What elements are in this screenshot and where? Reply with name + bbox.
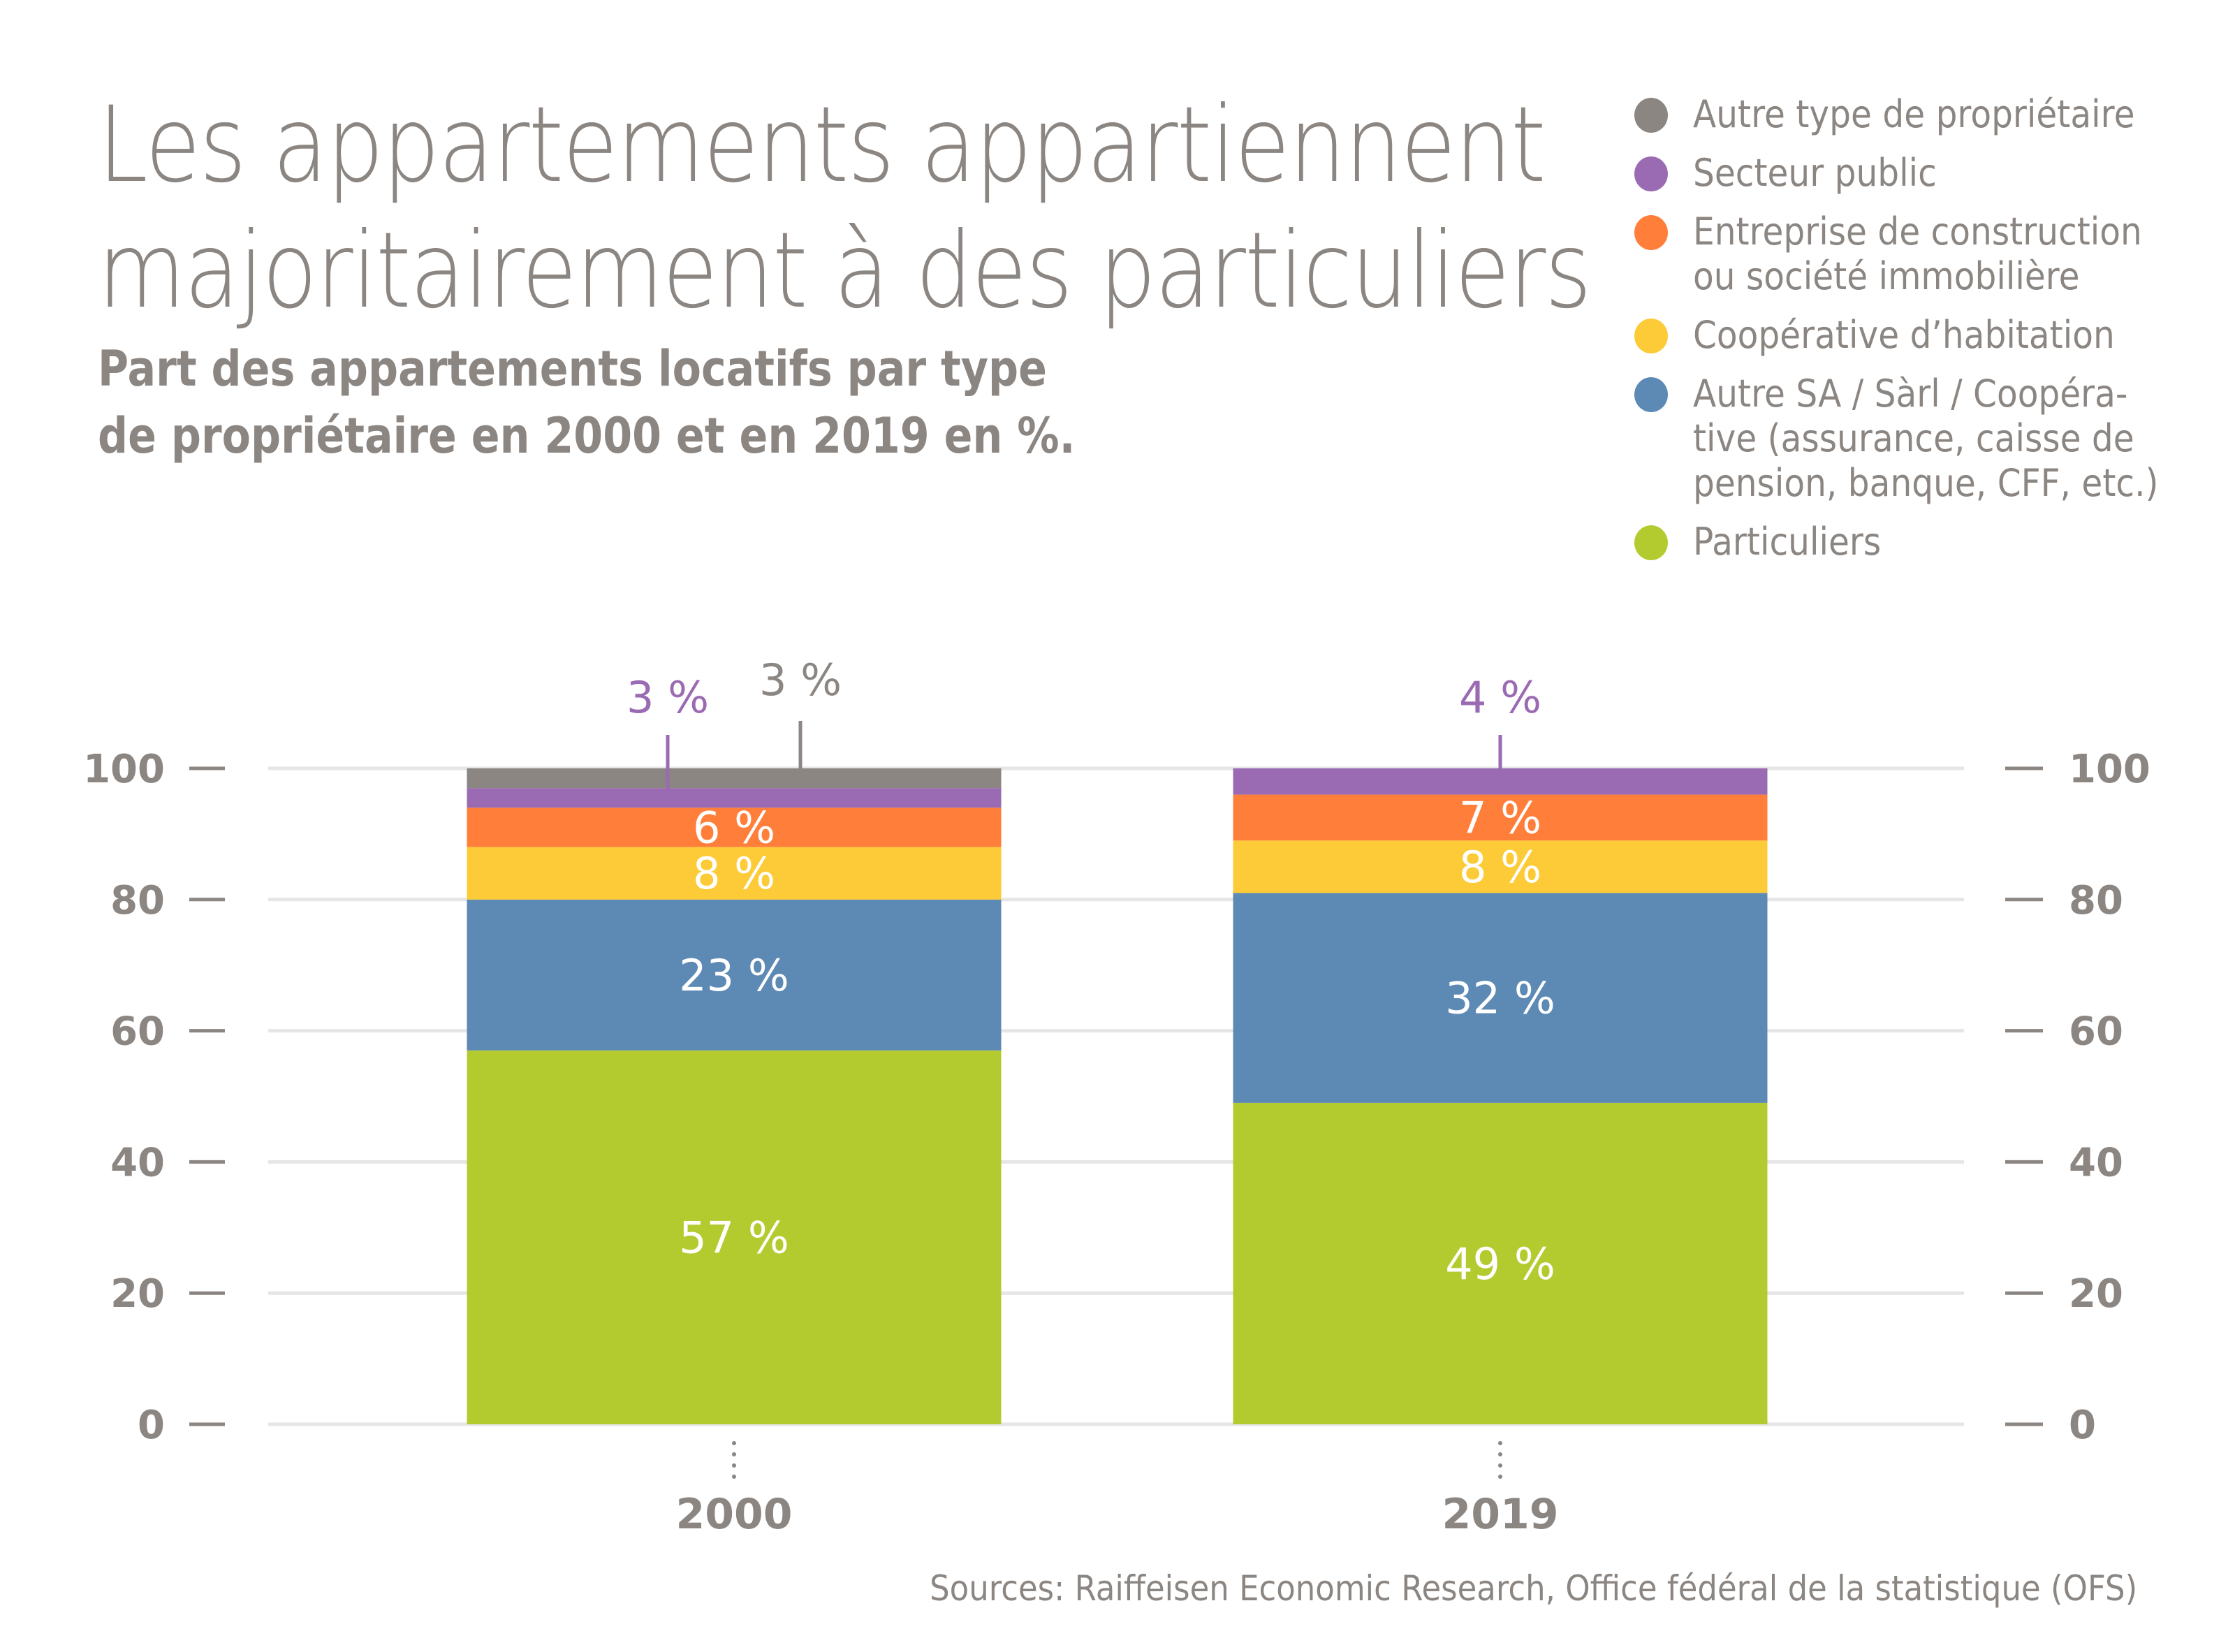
legend-item-secteur-public: Secteur public — [1634, 151, 2235, 196]
y-tick-label: 60 — [110, 1009, 165, 1055]
x-tick-dot — [732, 1452, 736, 1456]
data-label: 49 % — [1445, 1238, 1555, 1289]
data-labels: 57 %23 %8 %6 %3 % 3 %49 %32 %8 %7 %4 % — [626, 655, 1555, 1289]
y-tick-label: 80 — [110, 878, 165, 923]
legend-item-entreprise-construction: Entreprise de construction ou société im… — [1634, 210, 2235, 299]
data-label: 8 % — [1459, 842, 1541, 893]
data-label: 8 % — [693, 848, 775, 899]
callout-label: 3 % — [626, 672, 709, 723]
legend-dot-icon — [1634, 98, 1668, 133]
y-tick-label: 80 — [2069, 878, 2123, 923]
legend-dot-icon — [1634, 377, 1668, 412]
x-tick-dot — [732, 1475, 736, 1479]
bar-segment — [467, 768, 1002, 789]
y-axis-left: 0 20 40 60 80 100 — [83, 747, 225, 1448]
legend-label: Autre type de propriétaire — [1693, 92, 2135, 136]
bar-segment — [467, 1050, 1002, 1424]
y-axis-right: 0 20 40 60 80 100 — [2005, 747, 2150, 1448]
x-tick-dot — [732, 1441, 736, 1445]
legend-item-cooperative-habitation: Coopérative d’habitation — [1634, 313, 2235, 358]
source-note: Sources: Raiffeisen Economic Research, O… — [929, 1568, 2137, 1609]
x-tick-dot — [1498, 1441, 1502, 1445]
chart-title-line-2: majoritairement à des particuliers — [98, 210, 1592, 332]
callout-label: 3 % — [759, 655, 842, 706]
bar-segment — [1233, 893, 1768, 1103]
legend-item-particuliers: Particuliers — [1634, 520, 2235, 564]
data-label: 23 % — [679, 950, 789, 1001]
legend-dot-icon — [1634, 215, 1668, 250]
legend-item-autre-sa: Autre SA / Sàrl / Coopéra- tive (assuran… — [1634, 372, 2235, 506]
chart-subtitle-line-2: de propriétaire en 2000 et en 2019 en %. — [98, 407, 1076, 465]
y-tick-label: 100 — [83, 747, 165, 792]
data-label: 32 % — [1445, 973, 1555, 1024]
bar-segment — [1233, 794, 1768, 841]
bar-segment — [467, 847, 1002, 900]
y-tick-label: 40 — [110, 1140, 165, 1185]
legend-item-autre-type: Autre type de propriétaire — [1634, 92, 2235, 137]
bar-segment — [1233, 768, 1768, 795]
x-tick-dot — [732, 1463, 736, 1468]
data-label: 57 % — [679, 1212, 789, 1263]
callout-label: 4 % — [1459, 672, 1541, 723]
legend-dot-icon — [1634, 156, 1668, 191]
bar-segment — [467, 899, 1002, 1051]
legend-label: Coopérative d’habitation — [1693, 313, 2115, 357]
legend-label: Autre SA / Sàrl / Coopéra- tive (assuran… — [1693, 372, 2159, 505]
y-tick-label: 60 — [2069, 1009, 2123, 1055]
bar-segment — [467, 788, 1002, 808]
data-label: 6 % — [693, 803, 775, 854]
data-label: 7 % — [1459, 792, 1541, 843]
legend: Autre type de propriétaire Secteur publi… — [1634, 92, 2235, 578]
y-tick-label: 20 — [110, 1271, 165, 1317]
y-tick-label: 100 — [2069, 747, 2150, 792]
x-tick-dot — [1498, 1452, 1502, 1456]
legend-label: Secteur public — [1693, 151, 1937, 195]
x-tick-dot — [1498, 1463, 1502, 1468]
bar-segment — [467, 807, 1002, 847]
bar-segment — [1233, 1102, 1768, 1424]
y-tick-label: 40 — [2069, 1140, 2123, 1185]
chart-title: Les appartements appartiennent majoritai… — [98, 82, 1833, 334]
y-tick-label: 0 — [2069, 1403, 2096, 1448]
bars — [467, 768, 1768, 1424]
chart-title-line-1: Les appartements appartiennent — [98, 85, 1546, 206]
x-axis: 2000 2019 — [676, 1441, 1559, 1539]
chart-subtitle: Part des appartements locatifs par type … — [98, 335, 1234, 469]
legend-label: Entreprise de construction ou société im… — [1693, 210, 2142, 298]
y-tick-label: 0 — [138, 1403, 165, 1448]
legend-label: Particuliers — [1693, 520, 1882, 564]
x-tick-dot — [1498, 1475, 1502, 1479]
chart-subtitle-line-1: Part des appartements locatifs par type — [98, 340, 1047, 397]
bar-segment — [1233, 840, 1768, 893]
legend-dot-icon — [1634, 525, 1668, 560]
y-tick-label: 20 — [2069, 1271, 2123, 1317]
legend-dot-icon — [1634, 319, 1668, 353]
x-category-label: 2000 — [676, 1490, 793, 1539]
x-category-label: 2019 — [1442, 1490, 1559, 1539]
